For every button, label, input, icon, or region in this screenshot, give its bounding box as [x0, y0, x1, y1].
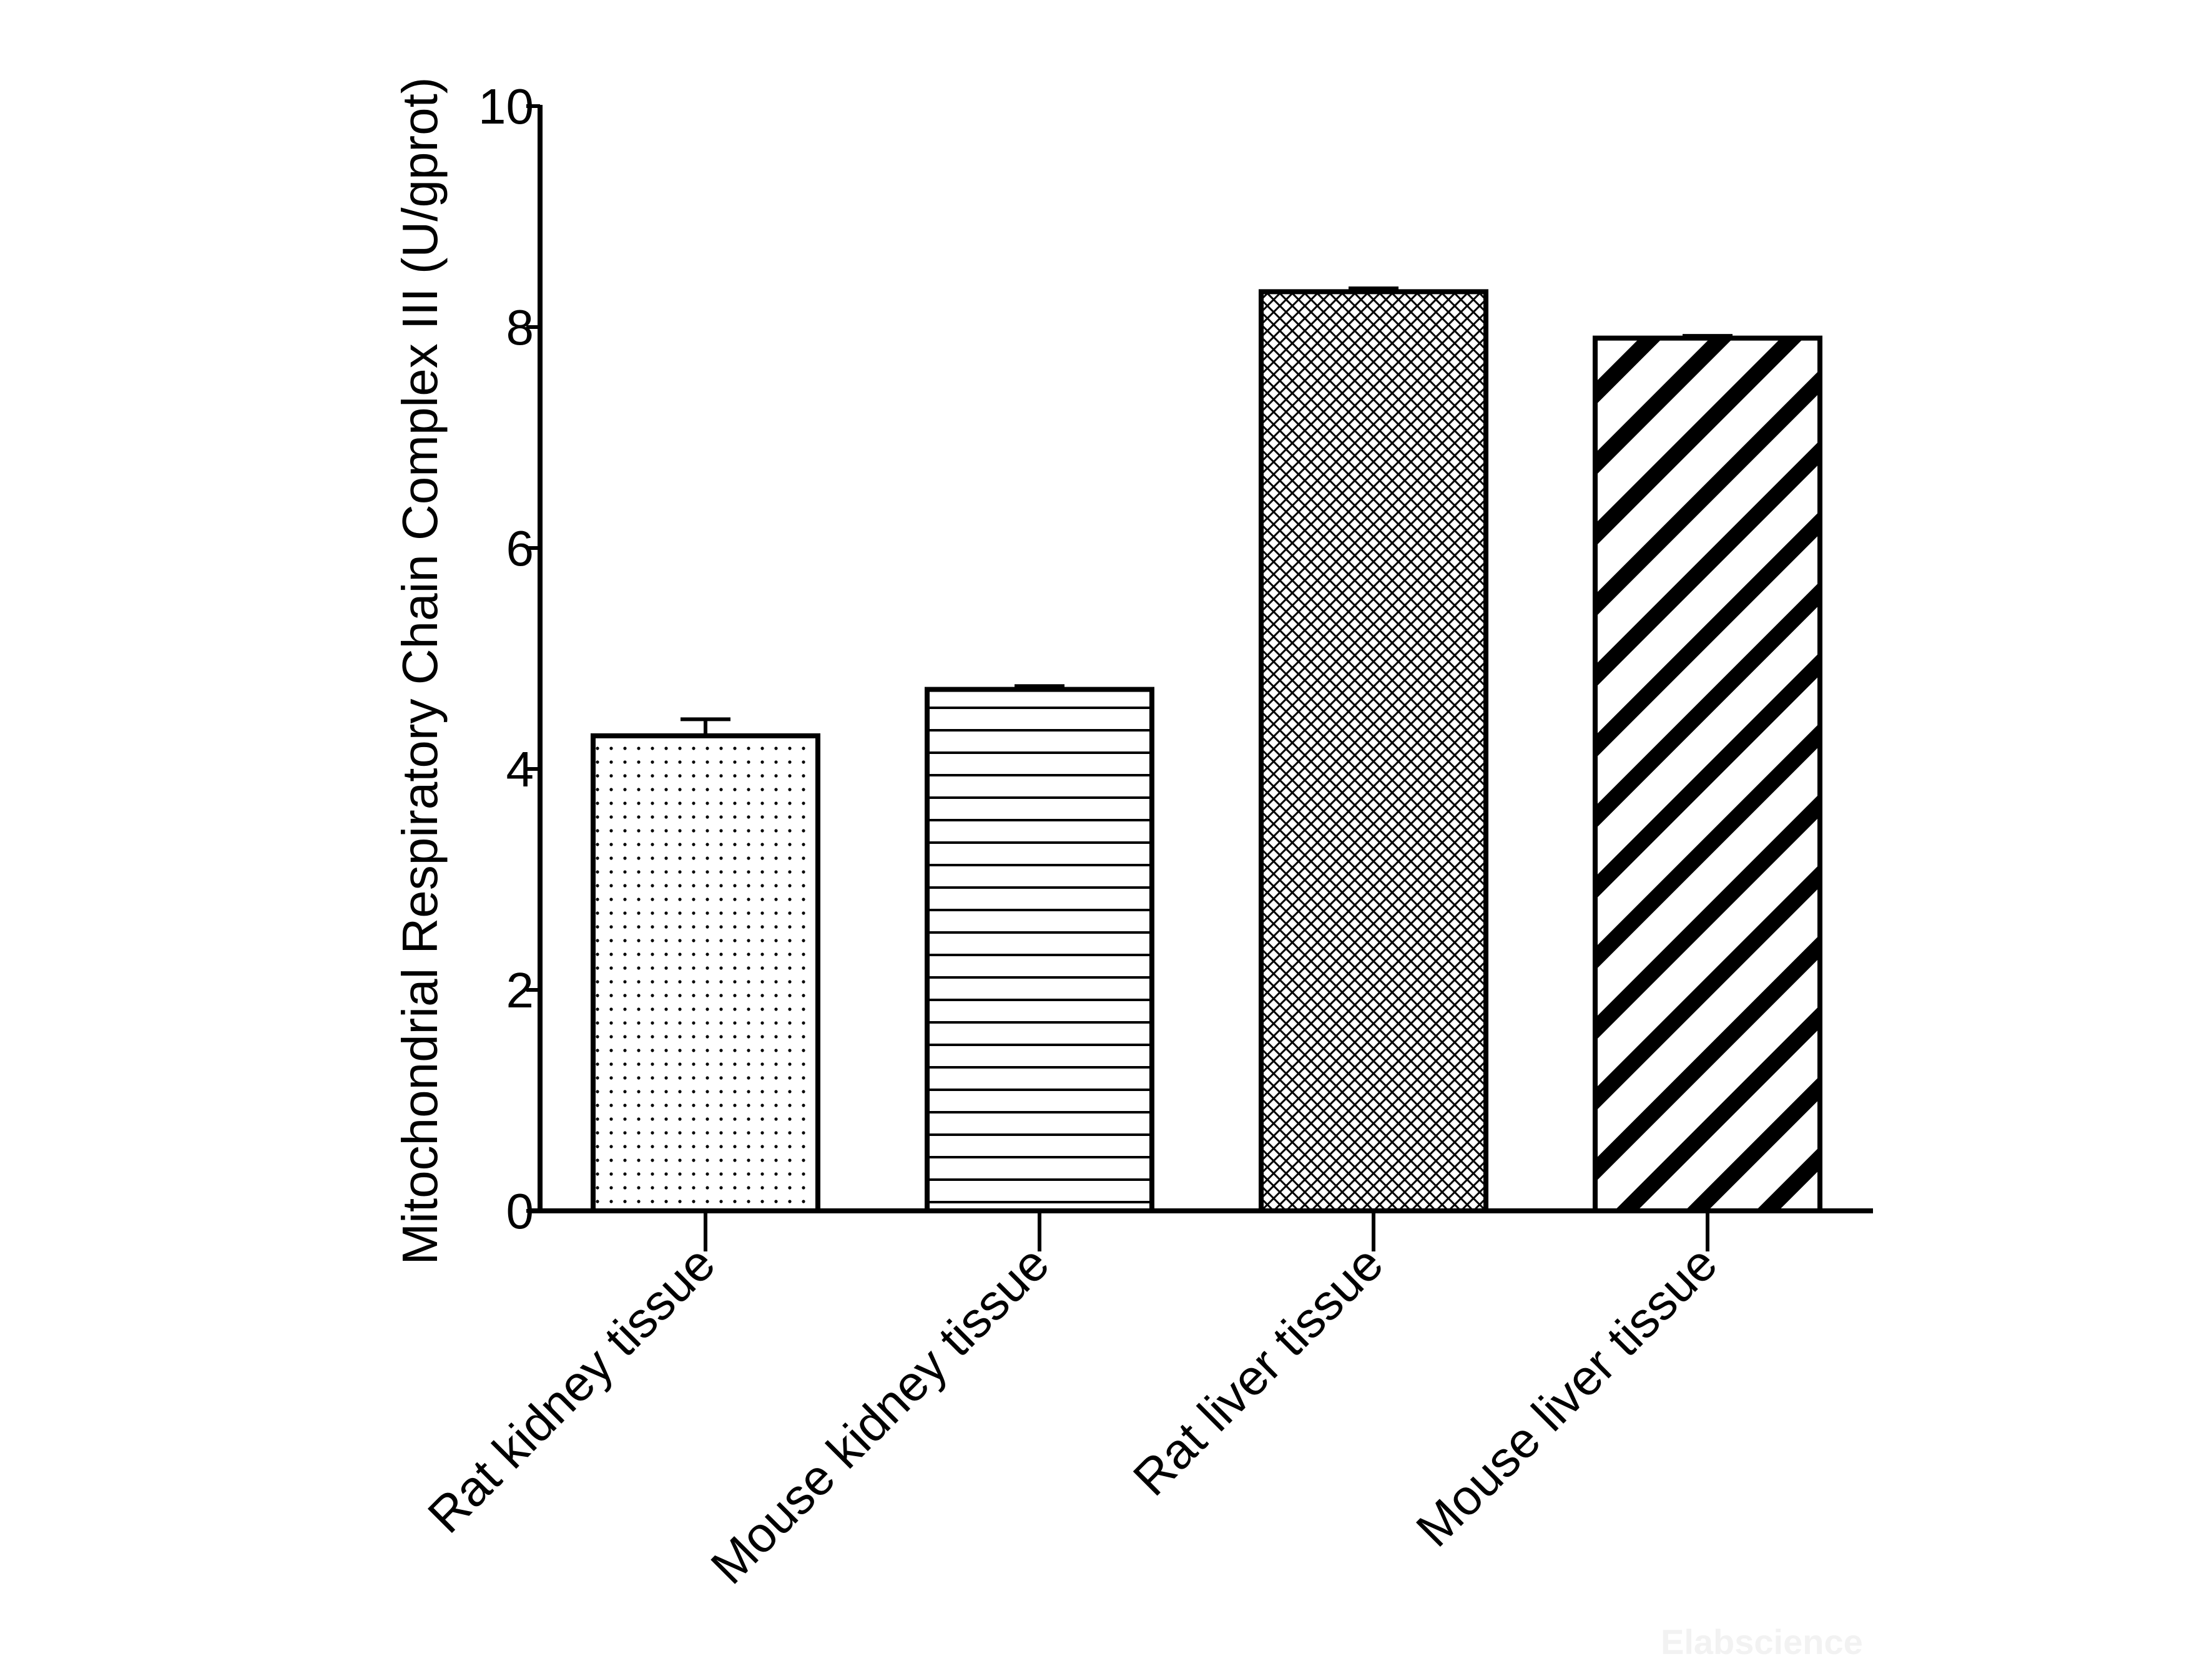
y-ticks: 0 2 4 6 8 10 [478, 79, 540, 1239]
y-tick-label: 6 [506, 521, 534, 576]
bar [1593, 335, 1822, 1214]
y-tick-label: 0 [506, 1183, 534, 1239]
x-tick-label: Mouse liver tissue [1405, 1235, 1728, 1557]
x-tick-label: Rat kidney tissue [417, 1235, 725, 1544]
watermark: Elabscience [1661, 1622, 1863, 1659]
y-axis-title: Mitochondrial Respiratory Chain Complex … [392, 77, 448, 1265]
bars [591, 289, 1822, 1214]
bar [591, 733, 820, 1213]
y-tick-label: 8 [506, 300, 534, 355]
y-tick-label: 4 [506, 741, 534, 797]
y-tick-label: 10 [478, 79, 534, 134]
bar [925, 687, 1154, 1214]
x-tick-label: Rat liver tissue [1123, 1235, 1394, 1506]
error-bars [681, 286, 1733, 736]
y-tick-label: 2 [506, 962, 534, 1018]
bar [1259, 289, 1488, 1213]
x-tick-label: Mouse kidney tissue [700, 1235, 1059, 1594]
